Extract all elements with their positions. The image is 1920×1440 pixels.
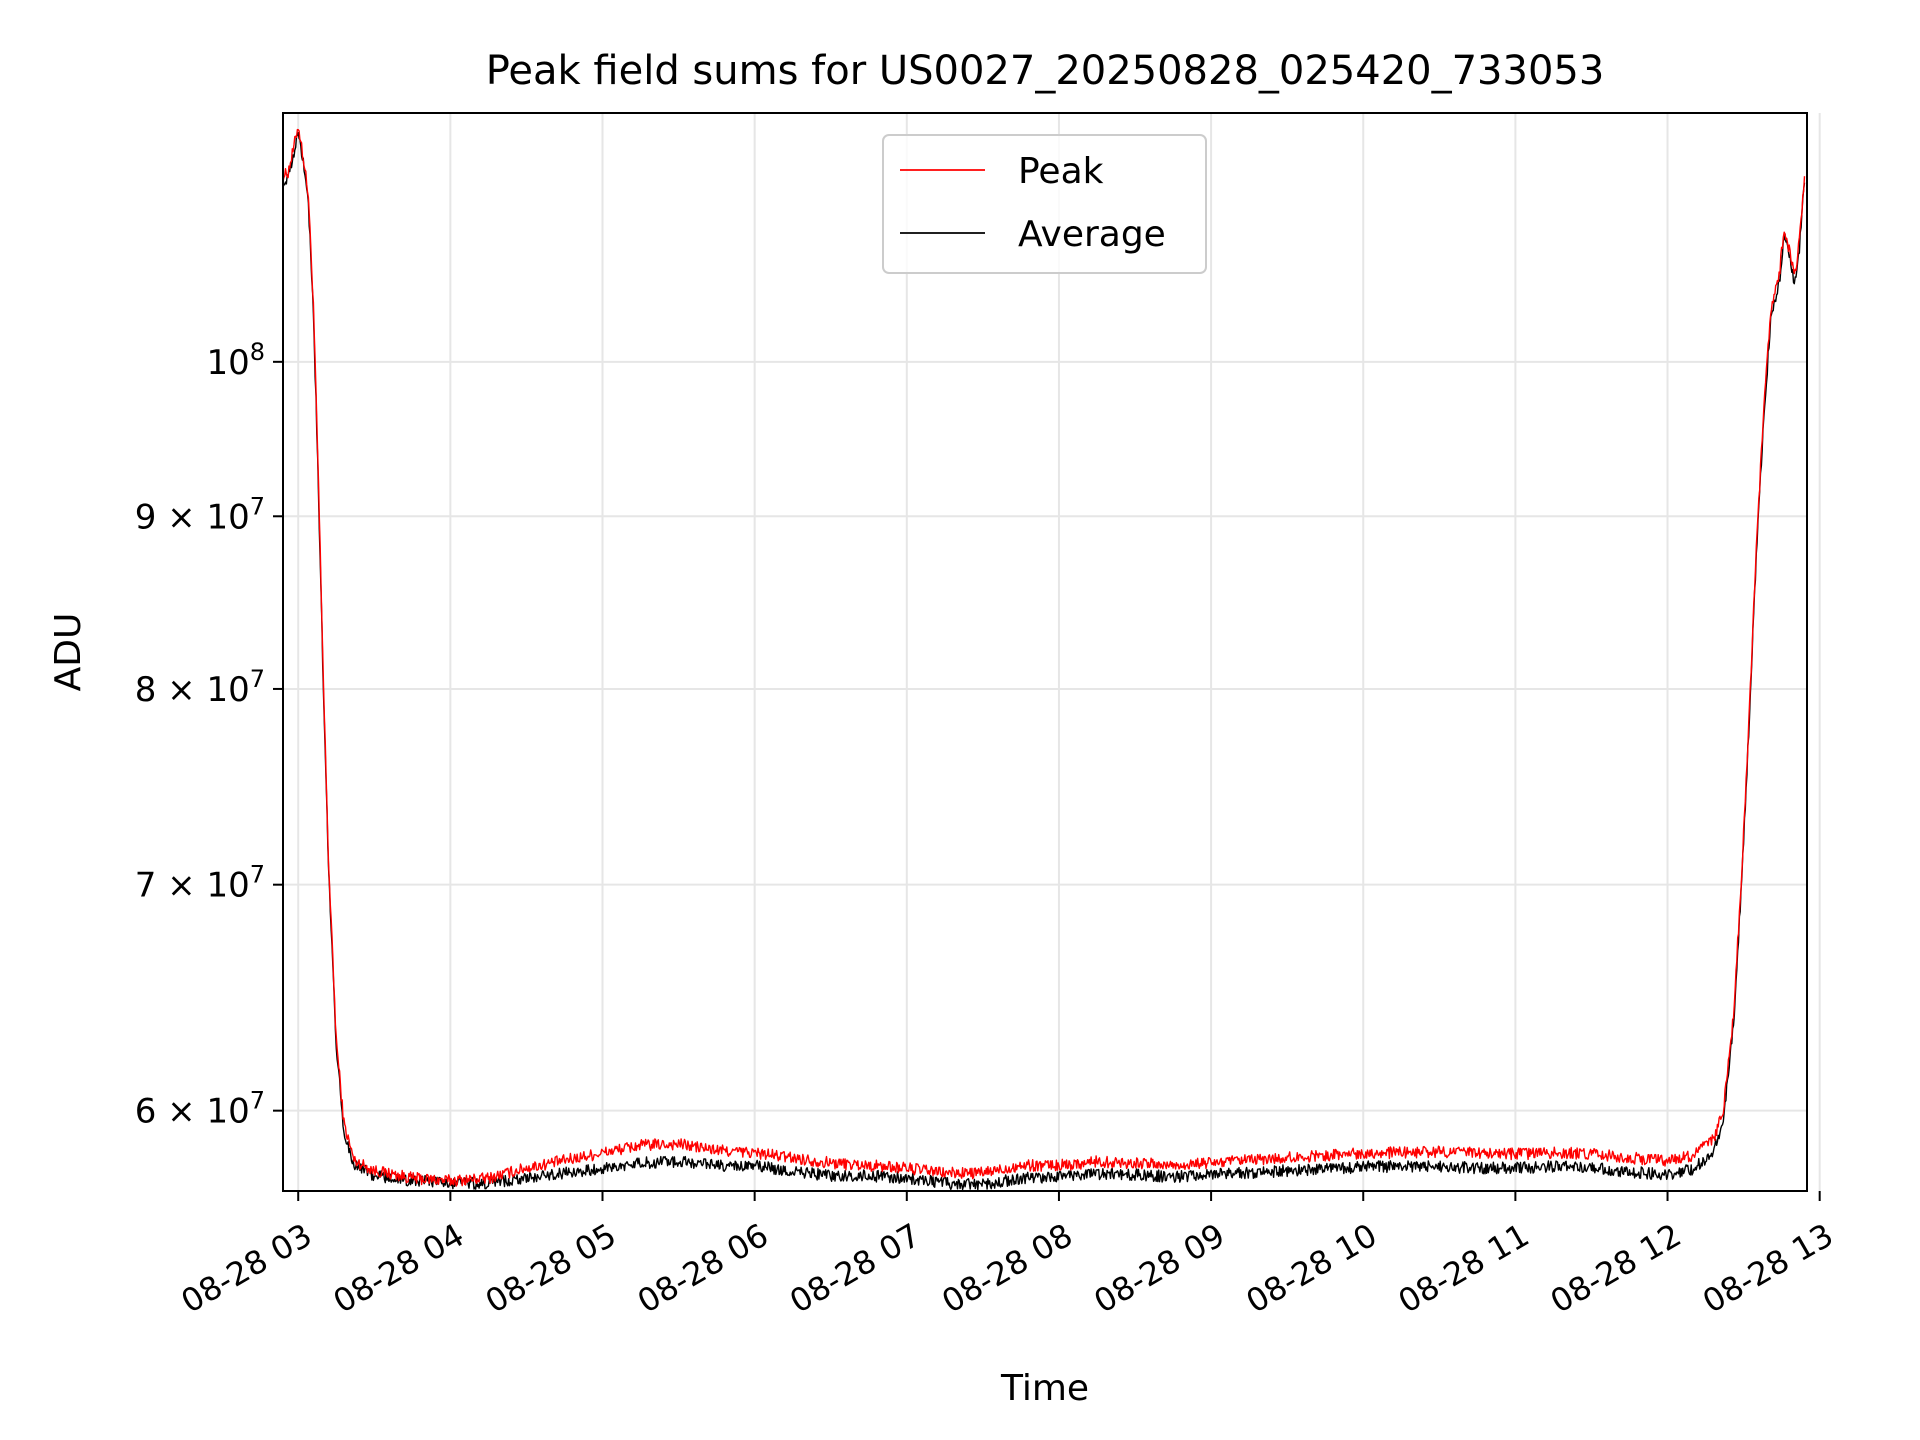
legend-label-peak: Peak — [1018, 151, 1104, 192]
grid-lines — [283, 113, 1821, 1191]
chart-title: Peak field sums for US0027_20250828_0254… — [486, 48, 1605, 94]
y-tick-label: 7 × 107 — [135, 861, 265, 906]
y-tick-label: 8 × 107 — [135, 665, 265, 710]
series-line-average — [282, 132, 1806, 1191]
x-axis-label: Time — [1000, 1368, 1089, 1409]
plot-frame — [282, 112, 1808, 1192]
y-tick-label: 9 × 107 — [135, 492, 265, 537]
y-axis-label: ADU — [48, 613, 89, 692]
legend-label-average: Average — [1018, 214, 1166, 255]
series-lines — [282, 128, 1806, 1191]
legend: Peak Average — [882, 134, 1207, 274]
series-line-peak — [282, 128, 1806, 1187]
y-tick-label: 6 × 107 — [135, 1087, 265, 1132]
